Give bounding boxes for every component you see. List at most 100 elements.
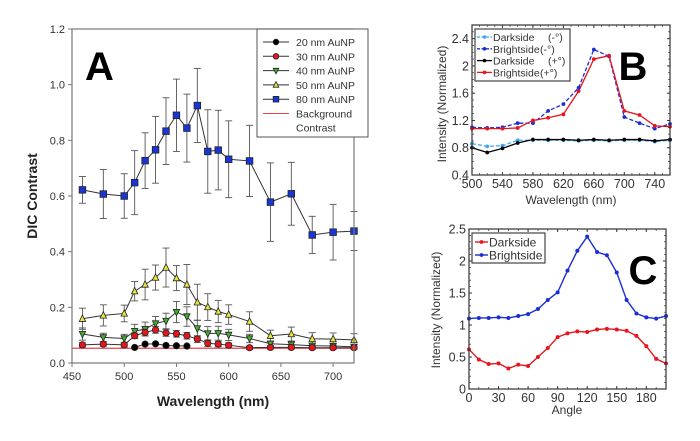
data-point-brightside [595, 250, 600, 255]
data-point-50-nm-aunp [224, 309, 233, 318]
data-point-80-nm-aunp [151, 146, 160, 154]
panel-a-ytick-label: 0.6 [50, 191, 65, 203]
data-point-30-nm-aunp [225, 341, 233, 349]
legend-marker-brightside [479, 253, 484, 257]
data-point-darkside [516, 362, 521, 367]
data-point-brightside [585, 234, 590, 239]
data-point-darkside [535, 355, 540, 359]
panel-c-xtick-label: 0 [466, 391, 473, 405]
data-point-40-nm-aunp [172, 308, 181, 317]
data-point-brightside [476, 315, 481, 320]
panel-b-xlabel: Wavelength (nm) [526, 193, 617, 207]
data-point-80-nm-aunp [287, 190, 296, 198]
panel-a-xtick-label: 700 [324, 371, 342, 383]
data-point-brightside [604, 253, 609, 258]
legend-box [471, 232, 546, 264]
data-point-50-nm-aunp [203, 302, 212, 311]
legend-label-background-contrast-2: Contrast [296, 123, 336, 135]
panel-c-ytick-label: 0 [459, 383, 466, 397]
panel-c-xtick-label: 120 [577, 391, 598, 405]
legend-label-80-nm-aunp: 80 nm AuNP [296, 94, 355, 106]
data-point-brightside [515, 121, 520, 126]
data-point-darkside [622, 137, 627, 142]
panel-a-ytick-label: 1.0 [50, 80, 65, 92]
data-point-50-nm-aunp [183, 279, 191, 288]
panel-a-ytick-label: 0.0 [50, 358, 65, 370]
legend-box [474, 28, 571, 82]
data-point-brightside [575, 248, 580, 253]
panel-b-xtick-label: 740 [644, 177, 665, 191]
data-point-darkside [634, 333, 639, 338]
panel-b-ytick-label: 1.6 [452, 87, 469, 101]
data-point-darkside [546, 137, 551, 142]
data-point-80-nm-aunp [183, 124, 191, 132]
data-point-brightside [515, 126, 520, 130]
data-point-brightside [535, 307, 540, 311]
data-point-brightside [516, 314, 521, 319]
data-point-darkside [591, 137, 596, 142]
data-point-darkside [500, 146, 505, 151]
legend-marker-brightside [482, 47, 487, 51]
panel-c-xtick-label: 30 [492, 391, 506, 405]
panel-c-ytick-label: 2.5 [449, 223, 466, 237]
data-point-brightside [565, 268, 570, 273]
data-point-darkside [485, 150, 490, 155]
data-point-darkside [652, 139, 657, 143]
data-point-darkside [506, 366, 511, 371]
data-point-brightside [654, 316, 659, 321]
data-point-brightside [634, 311, 639, 316]
legend-label-20-nm-aunp: 20 nm AuNP [296, 37, 355, 49]
data-point-darkside [486, 362, 491, 367]
data-point-40-nm-aunp [78, 330, 87, 339]
data-point-50-nm-aunp [120, 308, 129, 317]
panel-b-xtick-label: 660 [583, 177, 604, 191]
data-point-80-nm-aunp [193, 101, 202, 110]
data-point-80-nm-aunp [224, 155, 233, 163]
panel-b-axes: 500 540 580 620 660 700 740 0.4 0.8 1.2 1.6 2 2.4 [452, 24, 671, 191]
panel-b-xtick-label: 540 [492, 177, 513, 191]
data-point-50-nm-aunp [214, 306, 223, 315]
data-point-40-nm-aunp [214, 330, 223, 338]
data-point-30-nm-aunp [162, 329, 170, 337]
panel-c-chart: 0 30 60 90 120 150 180 0 0.5 1 1.5 2 2.5 C Angle Int… [429, 223, 668, 417]
legend-marker-80-nm-aunp [272, 96, 280, 103]
data-point-80-nm-aunp [329, 228, 337, 236]
data-point-50-nm-aunp [78, 314, 87, 322]
legend-label-brightside: Brightside [493, 67, 540, 79]
data-point-darkside [575, 329, 580, 334]
panel-b-xtick-label: 620 [553, 177, 574, 191]
panel-a-letter: A [85, 45, 114, 89]
panel-a-xtick-label: 550 [167, 371, 185, 383]
series-line-darkside [471, 138, 671, 154]
data-point-50-nm-aunp [193, 297, 202, 306]
data-point-50-nm-aunp [151, 272, 160, 281]
panel-c-markers [467, 234, 668, 371]
data-point-80-nm-aunp [78, 186, 87, 194]
panel-a-xtick-label: 650 [272, 371, 290, 383]
data-point-darkside [515, 138, 520, 143]
data-point-30-nm-aunp [131, 332, 139, 340]
data-point-30-nm-aunp [266, 343, 275, 352]
data-point-30-nm-aunp [99, 340, 107, 348]
data-point-50-nm-aunp [130, 286, 139, 295]
legend-label-30-nm-aunp: 30 nm AuNP [296, 51, 355, 63]
data-point-brightside [506, 315, 511, 320]
panel-c-xtick-label: 90 [551, 391, 565, 405]
legend-suffix-darkside: (-°) [548, 32, 563, 44]
data-point-20-nm-aunp [172, 342, 181, 350]
panel-a-xtick-label: 600 [219, 371, 237, 383]
panel-c-xtick-label: 150 [606, 391, 627, 405]
panel-b-ytick-label: 1.2 [452, 114, 469, 128]
data-point-darkside [614, 327, 619, 332]
data-point-brightside [555, 290, 560, 295]
panel-c-xtick-label: 60 [521, 391, 535, 405]
panel-c-ytick-label: 0.5 [449, 351, 466, 365]
data-point-40-nm-aunp [151, 320, 160, 329]
data-point-40-nm-aunp [99, 334, 108, 342]
data-point-brightside [526, 312, 531, 317]
data-point-20-nm-aunp [141, 340, 149, 348]
data-point-darkside [604, 326, 609, 331]
legend-marker-30-nm-aunp [272, 53, 280, 60]
